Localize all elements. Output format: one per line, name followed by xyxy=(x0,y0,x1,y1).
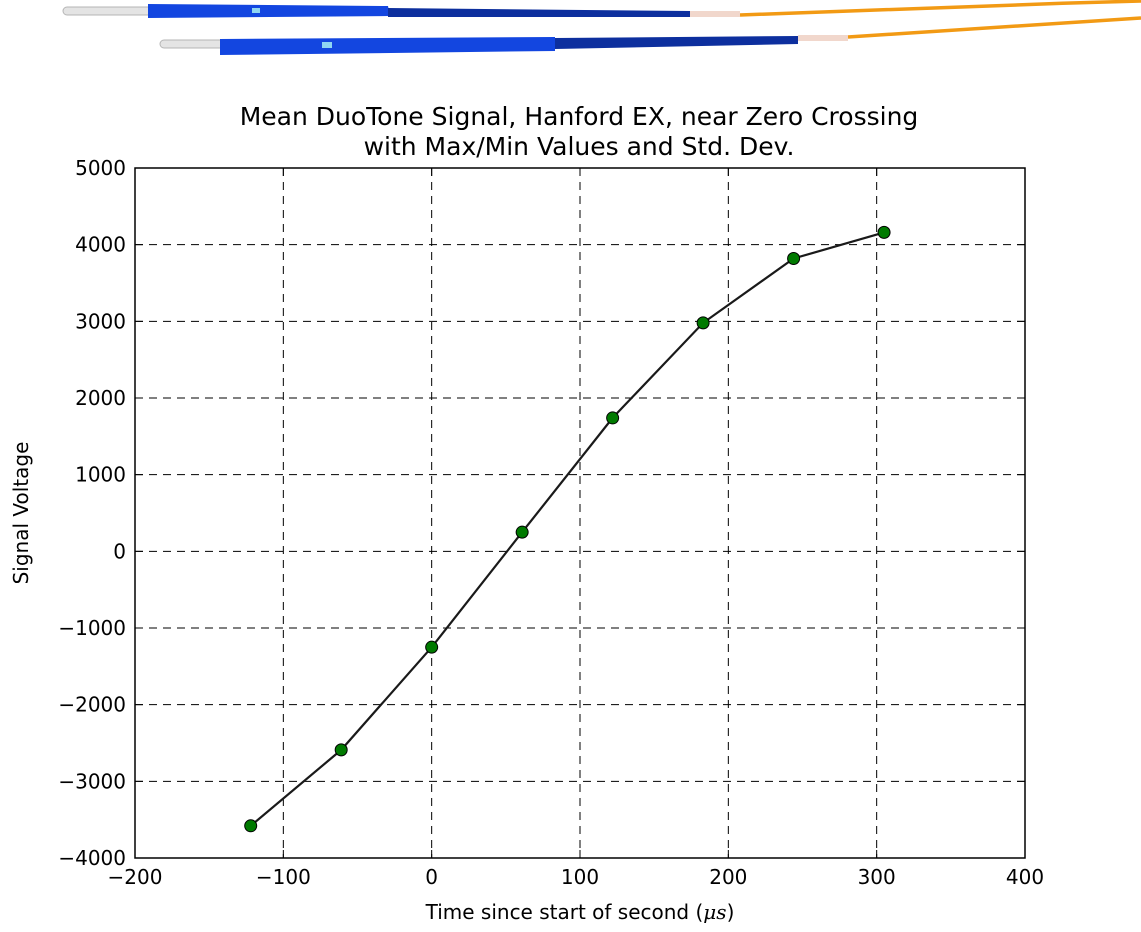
x-axis-label-close: ) xyxy=(727,900,735,924)
y-tick-label: −3000 xyxy=(58,769,126,793)
x-tick-label: 400 xyxy=(1006,865,1044,889)
data-point xyxy=(334,743,348,757)
plot-area-frame xyxy=(134,167,1026,859)
y-tick-label: −4000 xyxy=(58,846,126,870)
y-tick-label: 5000 xyxy=(75,156,126,180)
series-line xyxy=(249,231,885,827)
x-tick-label: −200 xyxy=(108,865,163,889)
data-point xyxy=(425,640,439,654)
y-tick-label: 0 xyxy=(113,539,126,563)
data-point xyxy=(877,225,891,239)
chart-title-line2: with Max/Min Values and Std. Dev. xyxy=(364,132,795,161)
y-tick-label: 4000 xyxy=(75,233,126,257)
y-tick-label: 1000 xyxy=(75,463,126,487)
chart-title-line1: Mean DuoTone Signal, Hanford EX, near Ze… xyxy=(240,102,919,131)
x-tick-label: 200 xyxy=(709,865,747,889)
data-point xyxy=(515,525,529,539)
x-axis-label: Time since start of second (μs) xyxy=(425,900,735,924)
y-tick-label: −1000 xyxy=(58,616,126,640)
y-ticks: −4000 −3000 −2000 −1000 0 1000 2000 3000 4000 500… xyxy=(58,156,1025,870)
data-point xyxy=(244,819,258,833)
y-tick-label: 2000 xyxy=(75,386,126,410)
x-ticks: −200 −100 0 100 200 300 400 xyxy=(108,168,1044,889)
x-tick-label: 0 xyxy=(425,865,438,889)
y-tick-label: −2000 xyxy=(58,693,126,717)
fiber-cable-illustration xyxy=(62,0,1141,55)
y-tick-label: 3000 xyxy=(75,309,126,333)
data-point xyxy=(606,411,620,425)
y-axis-label: Signal Voltage xyxy=(9,442,33,585)
data-point xyxy=(787,251,801,265)
data-point xyxy=(696,316,710,330)
x-axis-label-text: Time since start of second ( xyxy=(425,900,704,924)
grid-lines xyxy=(135,168,1025,858)
x-axis-label-unit: μs xyxy=(703,900,726,924)
x-tick-label: −100 xyxy=(256,865,311,889)
x-tick-label: 300 xyxy=(858,865,896,889)
x-tick-label: 100 xyxy=(561,865,599,889)
data-series xyxy=(244,225,891,833)
